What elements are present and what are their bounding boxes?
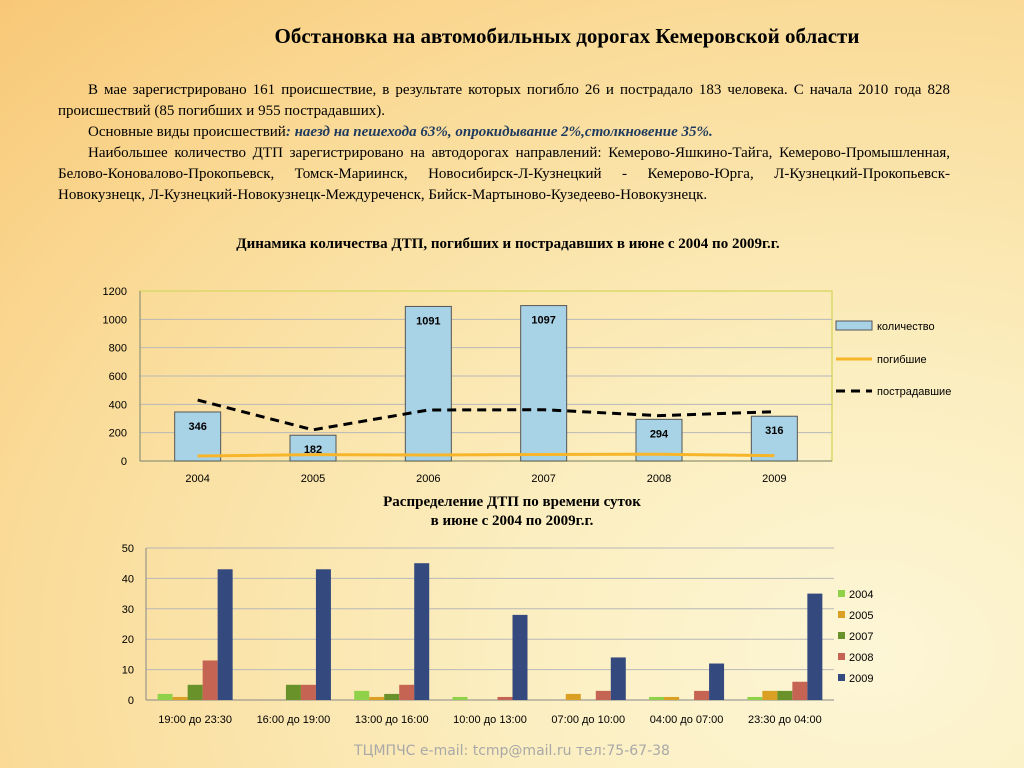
chart2-bar [452, 696, 468, 700]
chart2-bar [354, 690, 370, 700]
chart2-legend-swatch [838, 590, 845, 597]
chart2-y-tick: 30 [122, 604, 134, 616]
chart1-bar [404, 305, 452, 462]
chart2-legend-swatch [838, 611, 845, 618]
chart2-legend-label: 2008 [849, 652, 873, 664]
chart2-title-line-2: в июне с 2004 по 2009г.г. [430, 513, 594, 529]
chart2-x-tick: 16:00 до 19:00 [257, 714, 331, 726]
chart2-y-tick: 0 [128, 695, 134, 707]
chart2-bar [792, 681, 808, 700]
chart1-y-tick: 0 [121, 456, 127, 468]
chart2-bar [610, 657, 626, 700]
chart1-legend-label-count: количество [877, 321, 935, 333]
chart2-bar [762, 690, 778, 700]
chart2-y-tick: 20 [122, 634, 134, 646]
chart2-legend-label: 2005 [849, 610, 873, 622]
chart2-bar [497, 696, 513, 700]
chart1-x-tick: 2009 [762, 473, 786, 485]
chart2-legend-label: 2009 [849, 673, 873, 685]
chart2-bar [202, 660, 218, 700]
chart2-legend-label: 2004 [849, 589, 873, 601]
chart2-bar [694, 690, 710, 700]
summary-paragraph-3: Наибольшее количество ДТП зарегистрирова… [58, 145, 950, 203]
chart2-bar [512, 614, 528, 700]
accident-types-label: Основные виды происшествий [88, 124, 286, 140]
chart1-x-tick: 2008 [647, 473, 671, 485]
chart2-x-tick: 04:00 до 07:00 [650, 714, 724, 726]
chart1-bar [174, 411, 222, 462]
chart2-bar [709, 663, 725, 700]
chart1-bar [520, 305, 568, 462]
chart1-bar [750, 415, 798, 462]
chart2-bar [414, 563, 430, 700]
chart1-bar [289, 434, 337, 462]
chart1-x-tick: 2006 [416, 473, 440, 485]
chart2-x-tick: 10:00 до 13:00 [453, 714, 527, 726]
chart2-title: Распределение ДТП по времени суток в июн… [0, 493, 1024, 531]
chart1-data-label: 1091 [416, 315, 440, 327]
chart2-legend-swatch [838, 653, 845, 660]
chart2-bar [649, 696, 665, 700]
chart1-legend-swatch-count [835, 320, 873, 331]
chart2-y-tick: 40 [122, 573, 134, 585]
chart2-bar [595, 690, 611, 700]
chart1-data-label: 316 [765, 425, 783, 437]
chart2-bar [217, 569, 233, 700]
chart2-bar [565, 693, 581, 700]
chart2-y-tick: 10 [122, 665, 134, 677]
chart2-legend-label: 2007 [849, 631, 873, 643]
chart1-title: Динамика количества ДТП, погибших и пост… [236, 236, 780, 252]
chart2-x-tick: 23:30 до 04:00 [748, 714, 822, 726]
footer-contact: ТЦМПЧС e-mail: tcmp@mail.ru тел:75-67-38 [354, 743, 670, 759]
chart2-bar [315, 569, 331, 700]
chart2-bar [664, 696, 680, 700]
chart2-bar [807, 593, 823, 700]
chart1-line-killed [197, 452, 775, 458]
chart1-legend-label-injured: пострадавшие [877, 386, 951, 398]
chart2-x-tick: 07:00 до 10:00 [551, 714, 625, 726]
chart1-y-tick: 200 [109, 428, 127, 440]
chart2-legend-swatch [838, 674, 845, 681]
chart1-y-tick: 1000 [103, 314, 127, 326]
chart1-x-tick: 2005 [301, 473, 325, 485]
accident-types-values: : наезд на пешехода 63%, опрокидывание 2… [285, 124, 713, 140]
chart1-legend-label-killed: погибшие [877, 354, 927, 366]
chart2-title-line-1: Распределение ДТП по времени суток [383, 494, 641, 510]
chart1-y-tick: 600 [109, 371, 127, 383]
chart1-x-tick: 2007 [531, 473, 555, 485]
chart2-bar [777, 690, 793, 700]
chart2-bar [399, 684, 415, 700]
chart2-bar [300, 684, 316, 700]
chart1-line-injured [197, 398, 775, 432]
chart2-legend-swatch [838, 632, 845, 639]
chart2-bar [369, 696, 385, 700]
chart1-data-label: 346 [188, 421, 206, 433]
chart1-data-label: 1097 [531, 315, 555, 327]
chart2-bar [384, 693, 400, 700]
chart1-data-label: 294 [650, 428, 669, 440]
summary-paragraph-2: Основные виды происшествий: наезд на пеш… [58, 122, 950, 143]
chart1-x-tick: 2004 [185, 473, 209, 485]
chart2-bar [157, 693, 173, 700]
page-title: Обстановка на автомобильных дорогах Кеме… [274, 24, 860, 48]
chart1-y-tick: 1200 [103, 286, 127, 298]
summary-paragraph-1: В мае зарегистрировано 161 происшествие,… [58, 82, 950, 119]
chart2-bar [285, 684, 301, 700]
chart2-x-tick: 13:00 до 16:00 [355, 714, 429, 726]
chart2-bar [747, 696, 763, 700]
chart2-x-tick: 19:00 до 23:30 [158, 714, 232, 726]
chart2-bar [187, 684, 203, 700]
chart1-y-tick: 400 [109, 399, 127, 411]
chart2-bar [172, 696, 188, 700]
summary-text: В мае зарегистрировано 161 происшествие,… [58, 80, 950, 206]
chart2-y-tick: 50 [122, 543, 134, 555]
chart1-y-tick: 800 [109, 343, 127, 355]
